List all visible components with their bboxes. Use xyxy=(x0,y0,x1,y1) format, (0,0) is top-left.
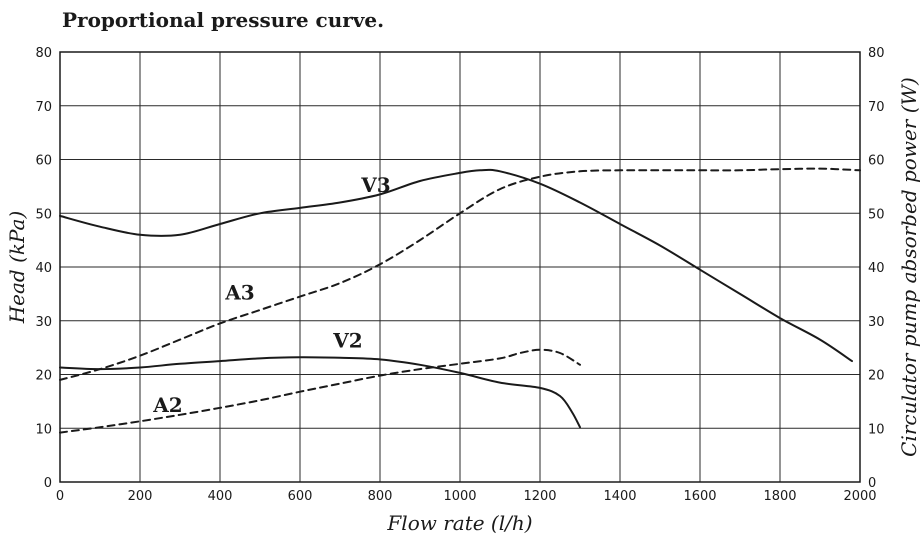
y2-tick-label: 30 xyxy=(868,315,885,330)
x-tick-label: 1400 xyxy=(603,489,636,504)
x-tick-label: 800 xyxy=(368,489,393,504)
y-tick-label: 20 xyxy=(35,369,52,384)
y-tick-label: 70 xyxy=(35,100,52,115)
plot-frame xyxy=(59,51,861,483)
y-tick-label: 40 xyxy=(35,261,52,276)
x-tick-label: 1000 xyxy=(443,489,476,504)
y2-tick-label: 80 xyxy=(868,46,885,61)
y2-tick-label: 0 xyxy=(868,476,876,491)
x-axis-label: Flow rate (l/h) xyxy=(386,511,532,535)
x-tick-label: 600 xyxy=(288,489,313,504)
series-label-a2: A2 xyxy=(152,393,182,417)
y-tick-label: 60 xyxy=(35,154,52,169)
chart-title: Proportional pressure curve. xyxy=(62,8,385,32)
series-line-v2 xyxy=(59,356,581,429)
series-labels: V3 A3 V2 A2 xyxy=(152,173,390,417)
y2-tick-label: 20 xyxy=(868,369,885,384)
y2-tick-label: 50 xyxy=(868,207,885,222)
series-line-v3 xyxy=(59,168,853,363)
x-tick-label: 1200 xyxy=(523,489,556,504)
y-tick-label: 30 xyxy=(35,315,52,330)
series-label-v2: V2 xyxy=(332,329,362,353)
grid-lines xyxy=(59,51,861,483)
series-label-a3: A3 xyxy=(224,280,254,304)
series-line-a2 xyxy=(59,348,581,434)
y2-tick-label: 10 xyxy=(868,422,885,437)
y-tick-label: 80 xyxy=(35,46,52,61)
x-tick-label: 1800 xyxy=(763,489,796,504)
y-axis-label: Head (kPa) xyxy=(5,211,29,325)
series-label-v3: V3 xyxy=(360,173,390,197)
tick-labels: 0 200 400 600 800 1000 1200 1400 1600 1800 2000010… xyxy=(35,46,884,504)
x-tick-label: 400 xyxy=(208,489,233,504)
y2-tick-label: 60 xyxy=(868,154,885,169)
x-tick-label: 0 xyxy=(56,489,64,504)
y-tick-label: 10 xyxy=(35,422,52,437)
y2-tick-label: 70 xyxy=(868,100,885,115)
x-tick-label: 2000 xyxy=(843,489,876,504)
y-tick-label: 0 xyxy=(44,476,52,491)
y2-tick-label: 40 xyxy=(868,261,885,276)
x-tick-label: 200 xyxy=(128,489,153,504)
x-tick-label: 1600 xyxy=(683,489,716,504)
y2-axis-label: Circulator pump absorbed power (W) xyxy=(897,77,921,457)
y-tick-label: 50 xyxy=(35,207,52,222)
series-lines xyxy=(59,167,861,434)
series-line-a3 xyxy=(59,167,861,381)
